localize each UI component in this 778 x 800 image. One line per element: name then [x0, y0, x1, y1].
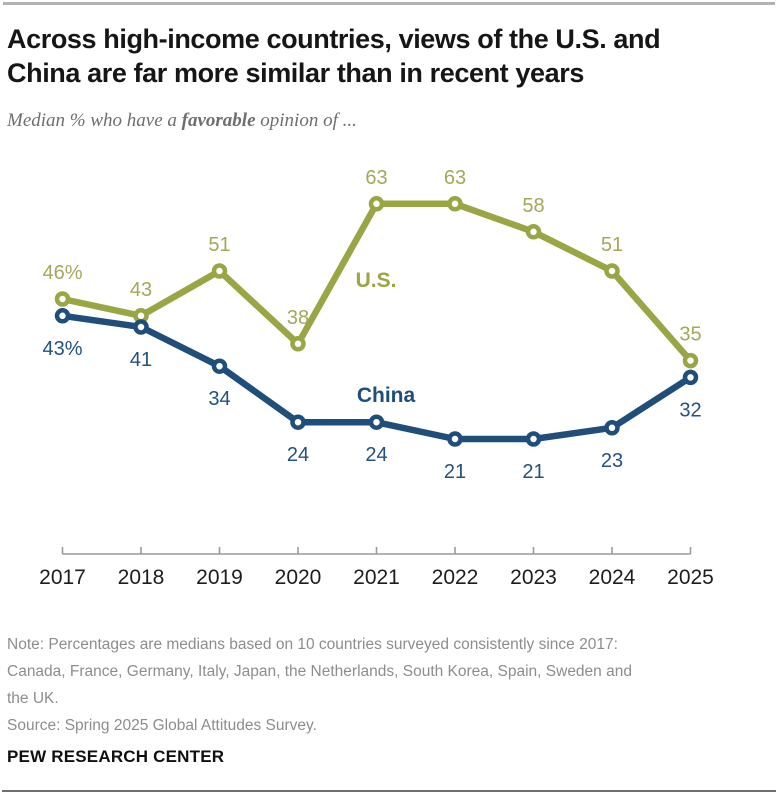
china-marker [604, 420, 620, 436]
us-marker [604, 263, 620, 279]
us-marker [368, 196, 385, 212]
top-divider [3, 2, 775, 5]
china-series-label: China [357, 384, 416, 407]
x-axis-year-label: 2023 [510, 566, 557, 589]
china-marker [368, 414, 385, 430]
subtitle-suffix: opinion of ... [255, 110, 357, 131]
us-marker [290, 336, 306, 352]
us-point-label: 58 [522, 195, 544, 217]
x-axis-year-label: 2017 [39, 566, 86, 589]
china-marker [525, 431, 542, 447]
page-title: Across high-income countries, views of t… [7, 24, 661, 88]
us-marker [525, 224, 542, 240]
line-chart: 2017 2018 2019 2020 2021 2022 2023 2024 2025 46% 4… [39, 167, 714, 589]
china-point-label: 21 [444, 461, 466, 483]
x-axis-year-label: 2018 [118, 566, 165, 589]
china-point-label: 34 [208, 388, 230, 410]
x-axis-year-label: 2020 [275, 566, 322, 589]
us-point-label: 43 [130, 279, 152, 301]
us-point-label: 46% [42, 262, 82, 284]
subtitle-prefix: Median % who have a [7, 110, 182, 131]
china-point-label: 32 [679, 399, 701, 421]
us-point-label: 35 [679, 324, 701, 346]
china-marker [54, 308, 71, 324]
note-text: Note: Percentages are medians based on 1… [7, 636, 632, 707]
chart-subtitle: Median % who have a favorable opinion of… [7, 110, 357, 132]
china-point-label: 21 [522, 461, 544, 483]
bottom-divider [2, 790, 776, 792]
us-marker [54, 291, 71, 307]
us-point-label: 63 [365, 167, 387, 189]
china-marker [133, 319, 149, 335]
us-point-label: 51 [208, 234, 230, 256]
x-axis-year-label: 2022 [432, 566, 479, 589]
us-series-label: U.S. [356, 269, 397, 292]
source-text: Source: Spring 2025 Global Attitudes Sur… [7, 717, 317, 734]
x-axis-year-label: 2019 [196, 566, 243, 589]
note-block: Note: Percentages are medians based on 1… [7, 631, 773, 739]
x-axis-year-label: 2021 [353, 566, 400, 589]
us-marker [211, 263, 228, 279]
china-point-label: 23 [601, 450, 623, 472]
us-marker [682, 352, 699, 369]
china-marker [290, 414, 306, 430]
china-point-label: 24 [287, 444, 309, 466]
x-axis-year-label: 2024 [589, 566, 636, 589]
us-marker [447, 196, 463, 212]
subtitle-emphasis: favorable [181, 110, 256, 131]
china-point-label: 41 [130, 349, 152, 371]
china-point-label: 24 [365, 444, 387, 466]
us-point-label: 51 [601, 234, 623, 256]
china-marker [211, 358, 228, 374]
china-marker [682, 369, 699, 386]
china-marker [447, 431, 463, 447]
x-axis-year-label: 2025 [667, 566, 714, 589]
us-point-label: 63 [444, 167, 466, 189]
china-point-label: 43% [42, 338, 82, 360]
us-point-label: 38 [287, 307, 309, 329]
brand-footer: PEW RESEARCH CENTER [7, 747, 225, 766]
